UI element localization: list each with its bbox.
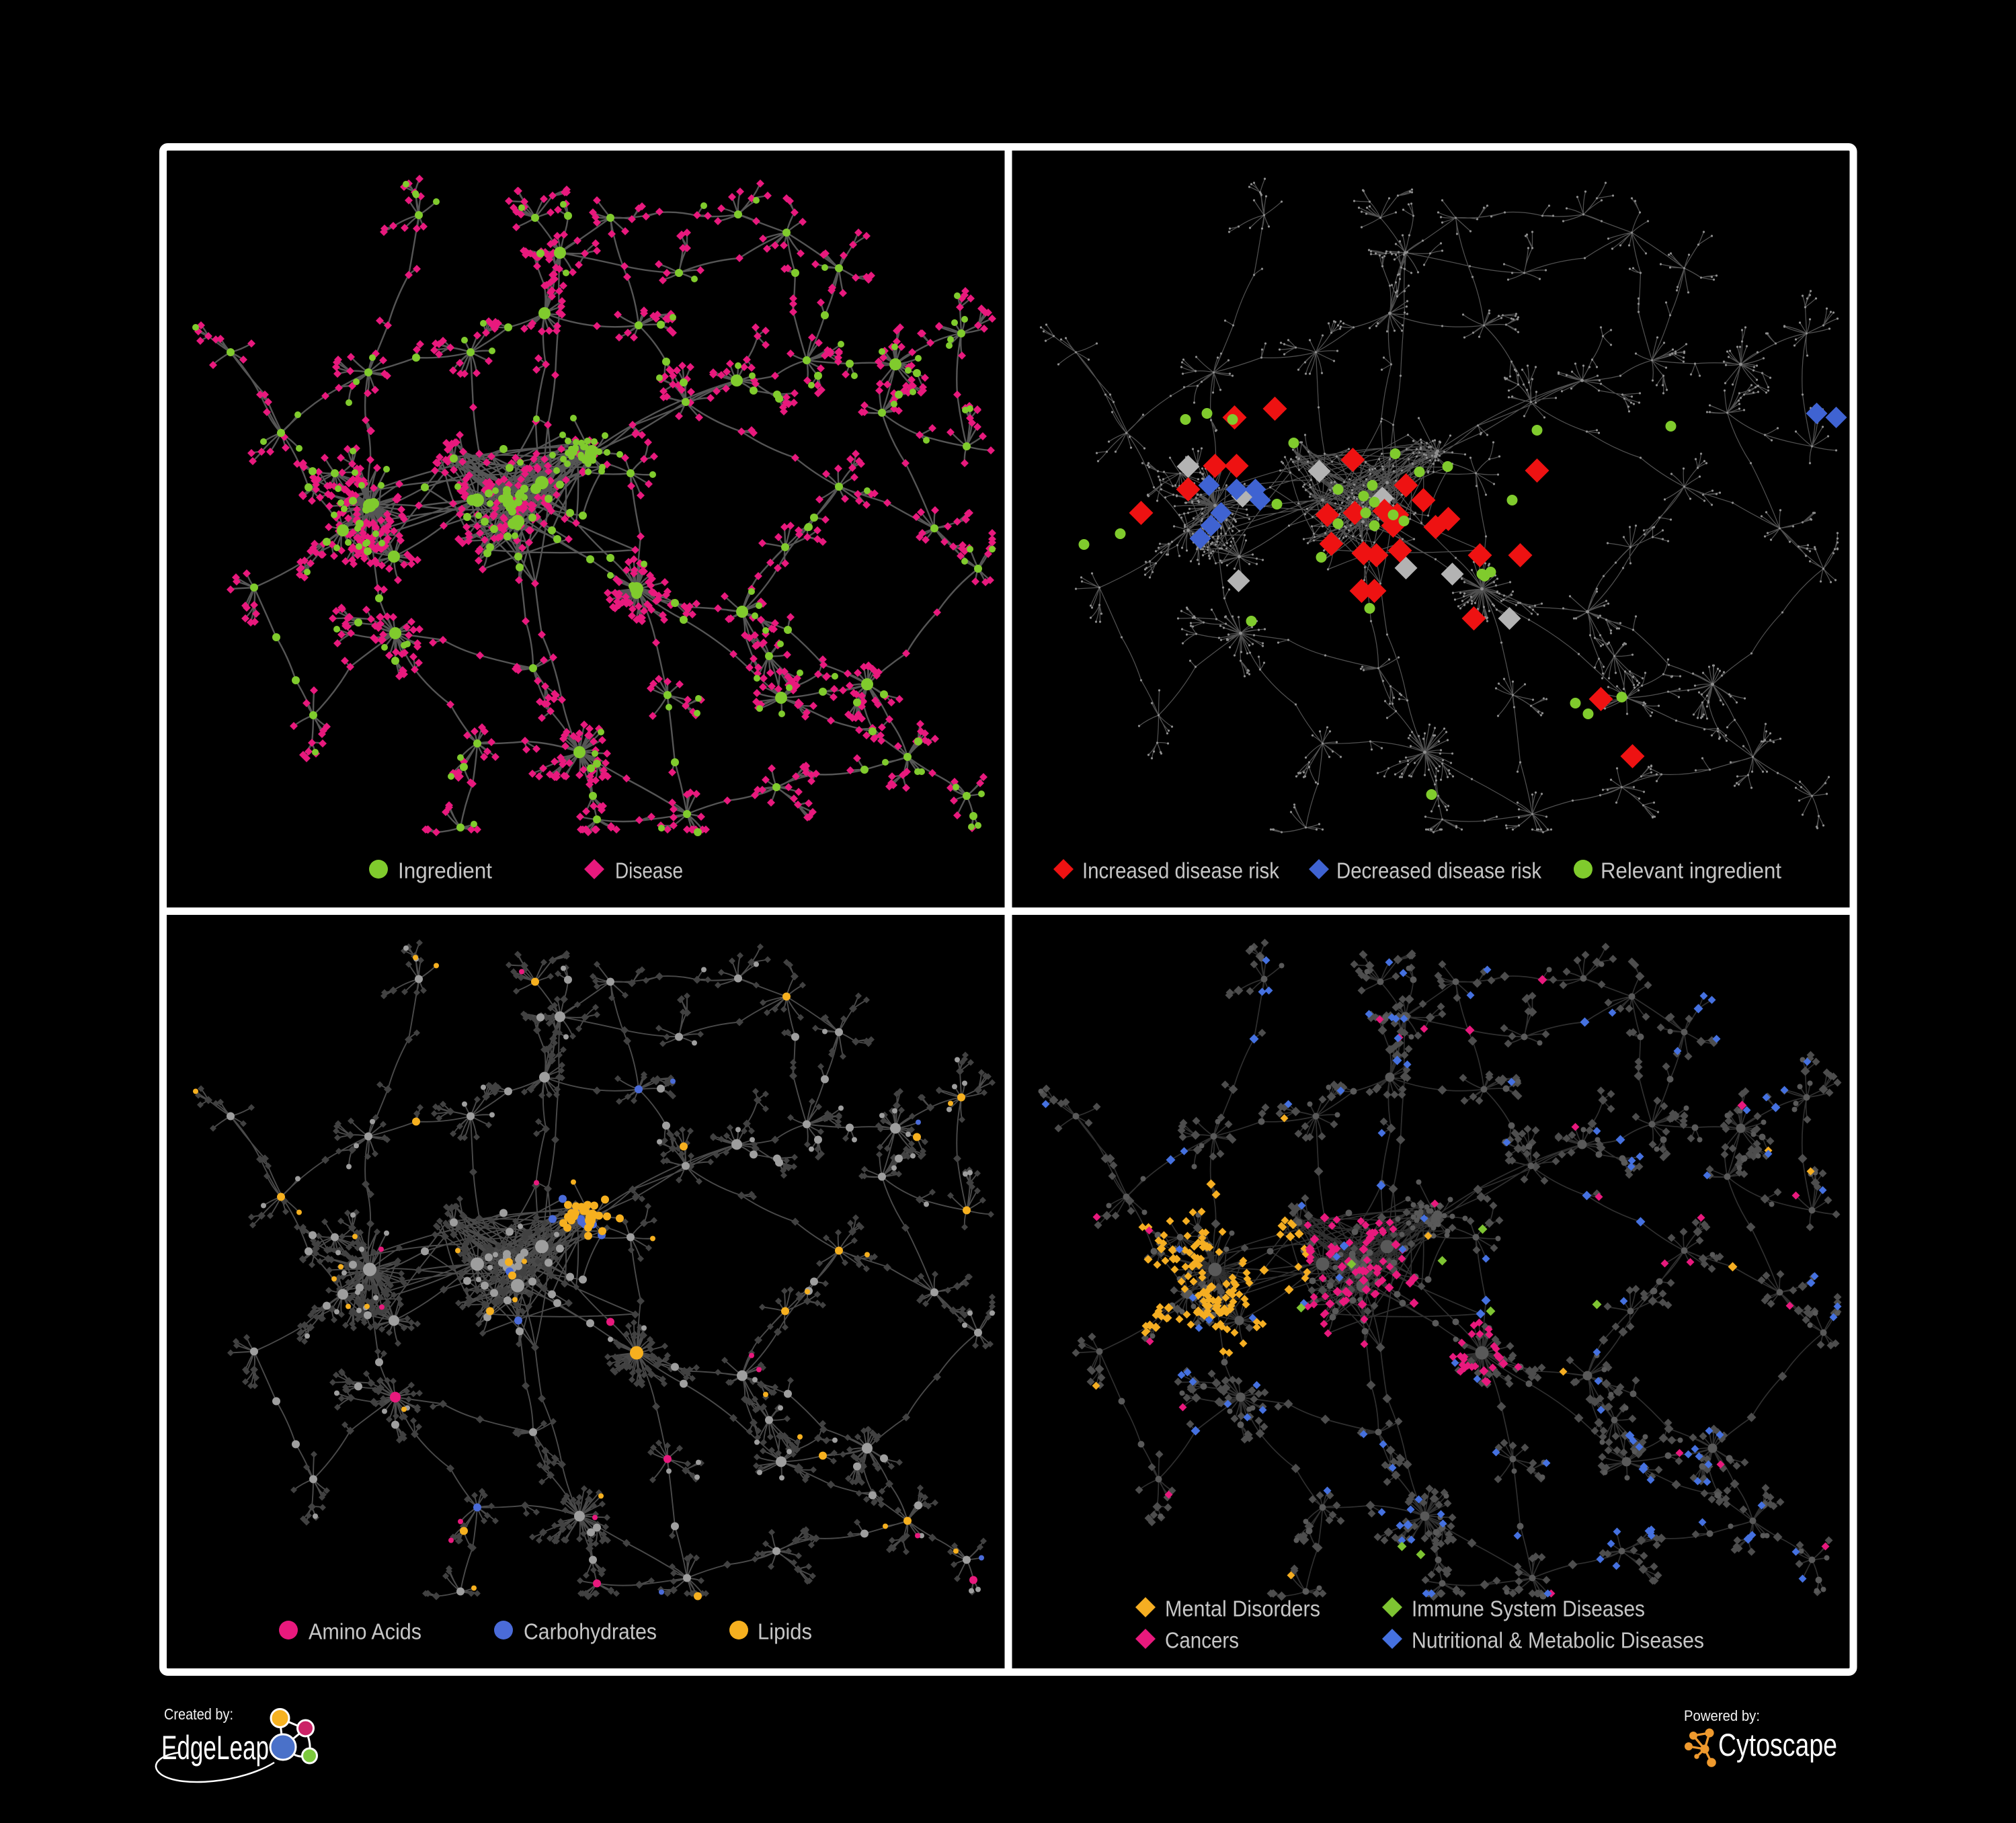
svg-text:Cancers: Cancers bbox=[1165, 1628, 1239, 1653]
svg-text:EdgeLeap: EdgeLeap bbox=[161, 1729, 269, 1767]
svg-text:Immune System Diseases: Immune System Diseases bbox=[1412, 1596, 1645, 1621]
svg-text:Mental Disorders: Mental Disorders bbox=[1165, 1596, 1320, 1621]
svg-text:Lipids: Lipids bbox=[758, 1619, 812, 1644]
svg-text:Created by:: Created by: bbox=[164, 1705, 233, 1723]
svg-text:Nutritional & Metabolic Diseas: Nutritional & Metabolic Diseases bbox=[1412, 1628, 1704, 1653]
svg-text:Increased disease risk: Increased disease risk bbox=[1082, 858, 1279, 883]
svg-text:Amino Acids: Amino Acids bbox=[309, 1619, 421, 1644]
svg-text:Ingredient: Ingredient bbox=[398, 858, 492, 883]
svg-text:Carbohydrates: Carbohydrates bbox=[524, 1619, 657, 1644]
svg-text:Disease: Disease bbox=[615, 858, 683, 883]
svg-text:Decreased disease risk: Decreased disease risk bbox=[1336, 858, 1541, 883]
svg-text:Cytoscape: Cytoscape bbox=[1718, 1727, 1837, 1763]
svg-text:Relevant ingredient: Relevant ingredient bbox=[1601, 858, 1781, 883]
svg-text:Powered by:: Powered by: bbox=[1684, 1707, 1760, 1724]
